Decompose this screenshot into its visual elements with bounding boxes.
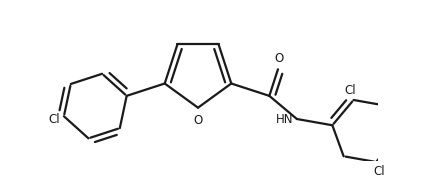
Text: Cl: Cl [374,165,385,177]
Text: HN: HN [275,113,293,125]
Text: Cl: Cl [48,113,60,126]
Text: Cl: Cl [344,84,356,97]
Text: O: O [193,114,203,127]
Text: O: O [274,52,284,65]
